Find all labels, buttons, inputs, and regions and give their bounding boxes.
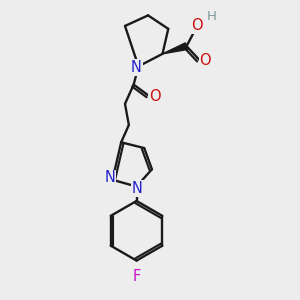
Text: O: O (200, 53, 211, 68)
Text: N: N (131, 60, 142, 75)
Text: O: O (191, 19, 203, 34)
Text: N: N (132, 181, 143, 196)
Polygon shape (163, 43, 188, 54)
Text: O: O (149, 89, 160, 104)
Text: N: N (104, 170, 115, 185)
Text: F: F (132, 269, 141, 284)
Text: H: H (207, 10, 217, 23)
